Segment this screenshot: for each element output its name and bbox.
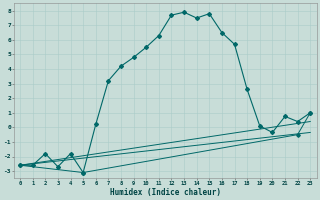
X-axis label: Humidex (Indice chaleur): Humidex (Indice chaleur) (110, 188, 220, 197)
